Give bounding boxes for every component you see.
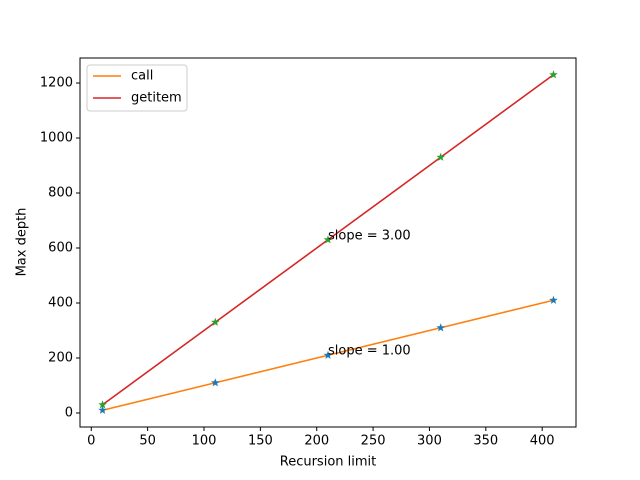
x-tick-label: 150 bbox=[248, 434, 273, 449]
data-point bbox=[323, 350, 333, 359]
x-tick-label: 350 bbox=[473, 434, 498, 449]
data-point bbox=[98, 405, 107, 414]
y-tick-label: 600 bbox=[48, 240, 73, 255]
y-tick-label: 1200 bbox=[40, 76, 73, 91]
data-point bbox=[210, 317, 220, 326]
annotation: slope = 1.00 bbox=[328, 344, 411, 359]
x-axis-label: Recursion limit bbox=[280, 455, 376, 470]
legend-label: getitem bbox=[131, 91, 182, 106]
y-tick-label: 0 bbox=[65, 405, 73, 420]
data-point bbox=[436, 152, 446, 161]
legend: call getitem bbox=[86, 64, 188, 112]
x-tick-label: 200 bbox=[304, 434, 329, 449]
data-point bbox=[323, 235, 333, 244]
x-tick-label: 50 bbox=[139, 434, 156, 449]
y-tick-label: 1000 bbox=[40, 131, 73, 146]
data-point bbox=[549, 295, 558, 304]
x-tick-label: 100 bbox=[192, 434, 217, 449]
x-tick-label: 0 bbox=[87, 434, 95, 449]
data-point bbox=[210, 378, 220, 387]
annotation: slope = 3.00 bbox=[328, 228, 411, 243]
data-point bbox=[549, 70, 558, 79]
plot-frame bbox=[79, 57, 577, 428]
x-tick-label: 250 bbox=[361, 434, 386, 449]
data-point bbox=[98, 400, 107, 409]
data-point bbox=[436, 323, 446, 332]
x-tick-label: 300 bbox=[417, 434, 442, 449]
legend-label: call bbox=[131, 69, 153, 84]
y-axis-label: Max depth bbox=[15, 208, 30, 277]
y-tick-label: 400 bbox=[48, 295, 73, 310]
y-tick-label: 800 bbox=[48, 186, 73, 201]
y-tick-label: 200 bbox=[48, 350, 73, 365]
x-tick-label: 400 bbox=[530, 434, 555, 449]
